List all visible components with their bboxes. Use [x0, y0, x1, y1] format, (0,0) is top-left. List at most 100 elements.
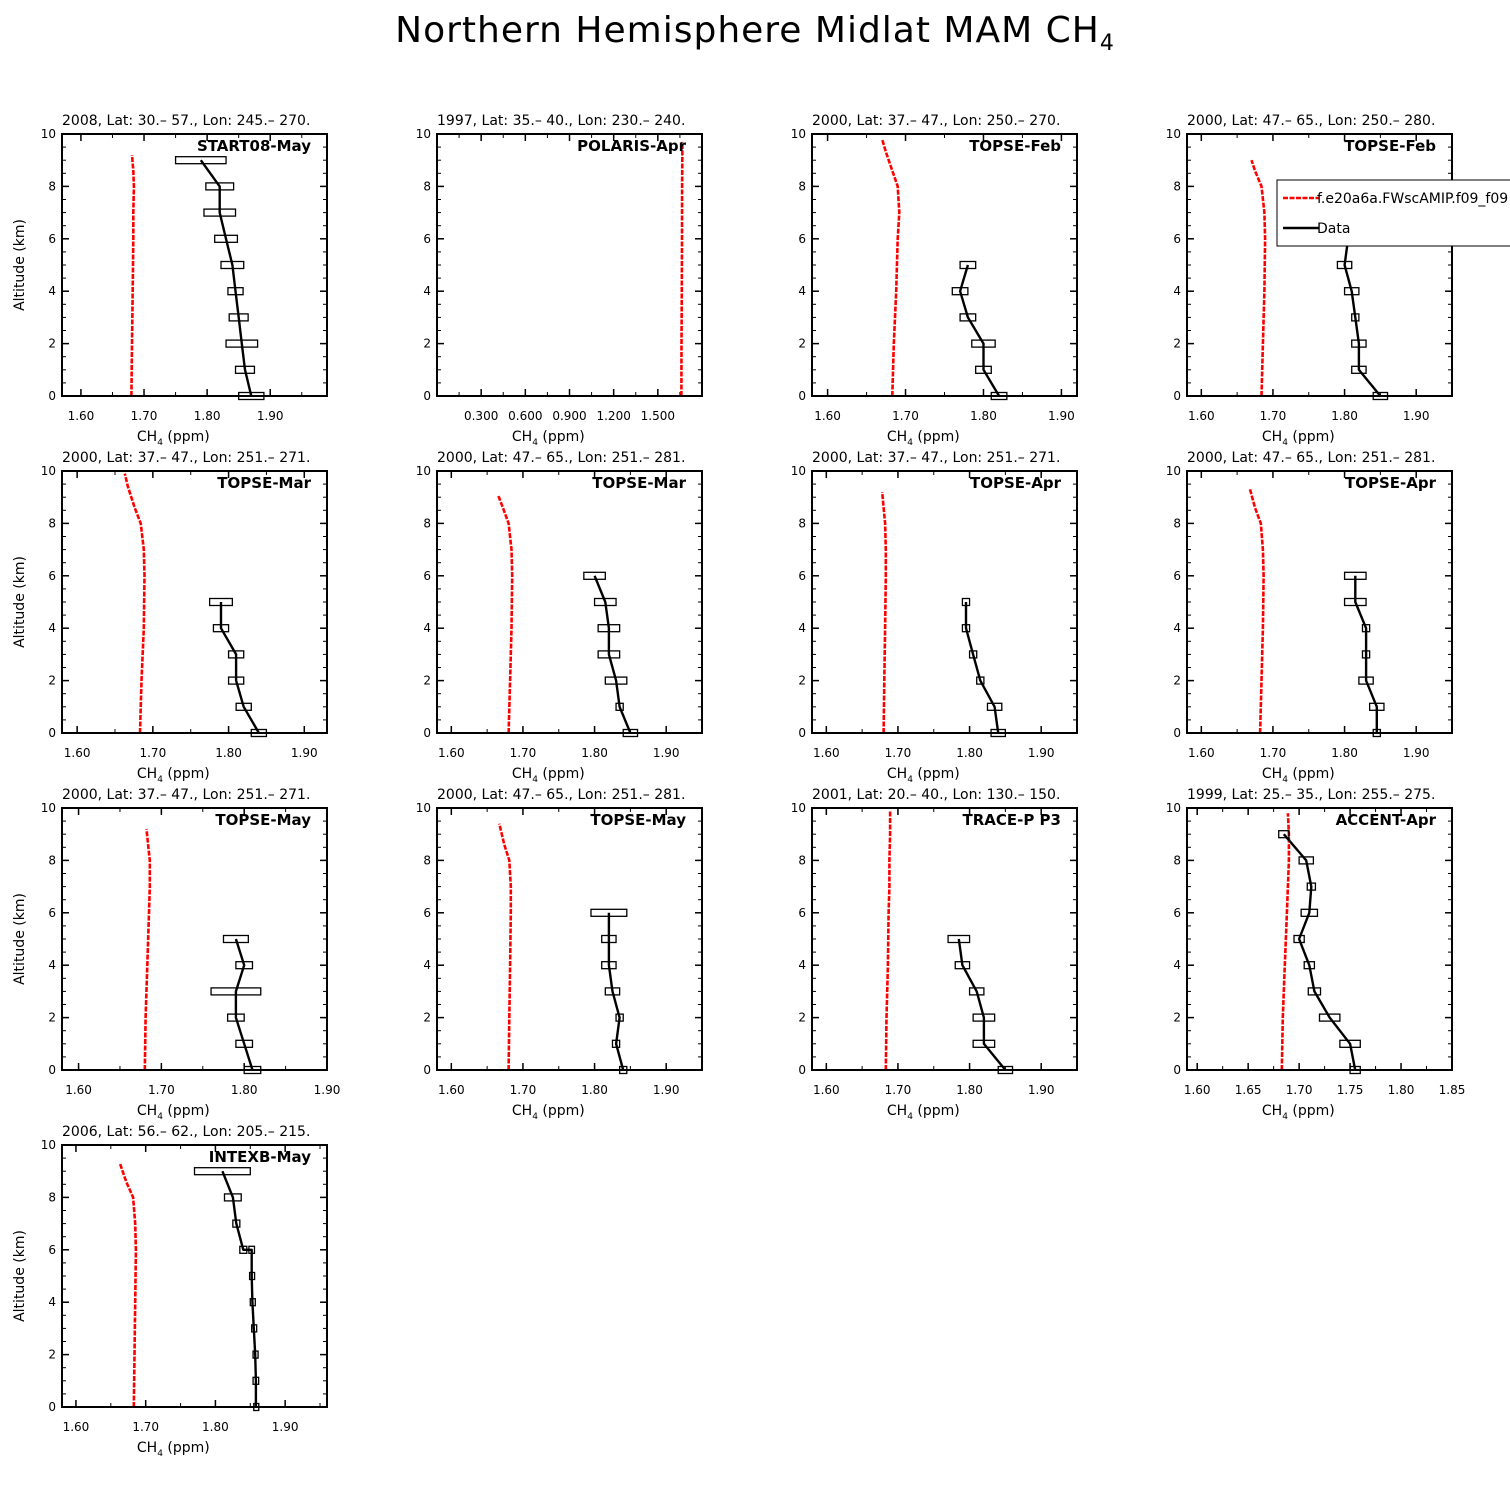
x-axis-title-sub: 4 [1282, 1112, 1288, 1122]
data-error-box [583, 571, 606, 580]
y-tick-label: 10 [791, 127, 806, 141]
y-tick-label: 2 [423, 337, 431, 351]
x-axis-title: CH4 (ppm) [887, 766, 960, 785]
x-tick-label: 1.80 [956, 746, 983, 760]
x-axis-title: CH4 (ppm) [512, 429, 585, 448]
x-tick-label: 1.80 [194, 409, 221, 423]
x-axis-title: CH4 (ppm) [887, 1103, 960, 1122]
panel-header: 2000, Lat: 37.– 47., Lon: 251.– 271. [62, 450, 310, 466]
model-profile-line [130, 154, 136, 397]
y-axis-title: Altitude (km) [12, 893, 28, 985]
y-tick-label: 4 [423, 621, 431, 635]
y-tick-label: 0 [1173, 389, 1181, 403]
chart-panel-8: 2000, Lat: 47.– 65., Lon: 251.– 281. 1.60… [1166, 450, 1453, 785]
x-tick-label: 1.80 [215, 746, 242, 760]
x-axis-title-sub: 4 [1282, 438, 1288, 448]
campaign-tag: TOPSE-Feb [1344, 137, 1436, 155]
x-tick-label: 1.60 [64, 746, 91, 760]
x-tick-label: 1.70 [139, 746, 166, 760]
y-tick-label: 0 [423, 389, 431, 403]
y-tick-label: 6 [798, 569, 806, 583]
y-tick-label: 4 [1173, 284, 1181, 298]
plot-frame [61, 807, 328, 1071]
y-tick-label: 6 [1173, 232, 1181, 246]
data-error-box [193, 1167, 251, 1176]
x-tick-label: 1.80 [581, 746, 608, 760]
y-tick-label: 0 [798, 389, 806, 403]
y-tick-label: 10 [41, 127, 56, 141]
series-group [118, 1162, 260, 1412]
chart-panel-13: 2006, Lat: 56.– 62., Lon: 205.– 215. 1.60… [12, 1124, 328, 1459]
x-axis-title-unit: (ppm) [538, 429, 585, 445]
y-tick-label: 10 [1166, 464, 1181, 478]
x-axis-title-main: CH [512, 429, 532, 445]
y-tick-label: 6 [423, 232, 431, 246]
legend-data-label: Data [1317, 221, 1350, 237]
data-profile-line [593, 575, 632, 734]
plot-frame [436, 470, 703, 734]
x-tick-label: 1.70 [1260, 746, 1287, 760]
y-tick-label: 10 [791, 801, 806, 815]
data-profile-line [958, 264, 1001, 397]
x-tick-label: 1.70 [131, 409, 158, 423]
x-axis-title-main: CH [137, 429, 157, 445]
x-tick-label: 1.90 [1403, 409, 1430, 423]
x-tick-label: 1.90 [653, 1083, 680, 1097]
x-tick-label: 1.80 [970, 409, 997, 423]
chart-panel-10: 2000, Lat: 47.– 65., Lon: 251.– 281. 1.60… [416, 787, 703, 1122]
y-tick-label: 6 [423, 569, 431, 583]
campaign-tag: TOPSE-Feb [969, 137, 1061, 155]
panel-header: 1999, Lat: 25.– 35., Lon: 255.– 275. [1187, 787, 1435, 803]
x-axis-title: CH4 (ppm) [1262, 766, 1335, 785]
y-tick-label: 2 [423, 674, 431, 688]
x-axis-title-unit: (ppm) [913, 429, 960, 445]
x-tick-label: 1.60 [813, 1083, 840, 1097]
y-tick-label: 2 [48, 337, 56, 351]
x-tick-label: 1.90 [314, 1083, 341, 1097]
y-tick-label: 0 [1173, 726, 1181, 740]
y-tick-label: 2 [48, 1348, 56, 1362]
y-tick-label: 8 [423, 853, 431, 867]
panel-header: 2000, Lat: 47.– 65., Lon: 251.– 281. [437, 787, 685, 803]
x-axis-title-sub: 4 [532, 775, 538, 785]
y-tick-label: 10 [41, 801, 56, 815]
chart-panel-4: 2000, Lat: 47.– 65., Lon: 250.– 280. 1.60… [1166, 113, 1510, 448]
x-tick-label: 1.90 [1028, 1083, 1055, 1097]
plot-frame [436, 807, 703, 1071]
chart-panel-7: 2000, Lat: 37.– 47., Lon: 251.– 271. 1.60… [791, 450, 1078, 785]
campaign-tag: TOPSE-Mar [592, 474, 686, 492]
chart-panel-5: 2000, Lat: 37.– 47., Lon: 251.– 271. 1.60… [12, 450, 328, 785]
y-tick-label: 8 [1173, 853, 1181, 867]
y-tick-label: 4 [798, 621, 806, 635]
x-tick-label: 1.70 [1286, 1083, 1313, 1097]
x-tick-label: 1.70 [885, 746, 912, 760]
y-tick-label: 0 [798, 726, 806, 740]
x-axis-title-sub: 4 [1282, 775, 1288, 785]
x-axis-title-unit: (ppm) [538, 1103, 585, 1119]
y-tick-label: 0 [48, 726, 56, 740]
x-axis-title-sub: 4 [532, 438, 538, 448]
x-tick-label: 1.85 [1439, 1083, 1466, 1097]
x-tick-label: 1.70 [885, 1083, 912, 1097]
data-profile-line [607, 912, 625, 1071]
y-tick-label: 10 [416, 464, 431, 478]
x-tick-label: 1.70 [132, 1420, 159, 1434]
x-axis-title-sub: 4 [907, 1112, 913, 1122]
plot-frame [811, 470, 1078, 734]
x-tick-label: 1.60 [63, 1420, 90, 1434]
y-tick-label: 8 [798, 179, 806, 193]
plot-frame [61, 133, 328, 397]
y-tick-label: 6 [1173, 906, 1181, 920]
model-profile-line [880, 138, 901, 397]
x-axis-title-sub: 4 [157, 1449, 163, 1459]
x-axis-title-unit: (ppm) [163, 429, 210, 445]
y-tick-label: 6 [48, 906, 56, 920]
series-group [496, 494, 639, 738]
x-axis-title-main: CH [887, 429, 907, 445]
y-tick-label: 4 [423, 284, 431, 298]
x-axis-title-unit: (ppm) [913, 1103, 960, 1119]
x-axis-title-unit: (ppm) [163, 1103, 210, 1119]
x-tick-label: 0.600 [508, 409, 542, 423]
x-axis-title-main: CH [512, 766, 532, 782]
x-tick-label: 1.80 [581, 1083, 608, 1097]
